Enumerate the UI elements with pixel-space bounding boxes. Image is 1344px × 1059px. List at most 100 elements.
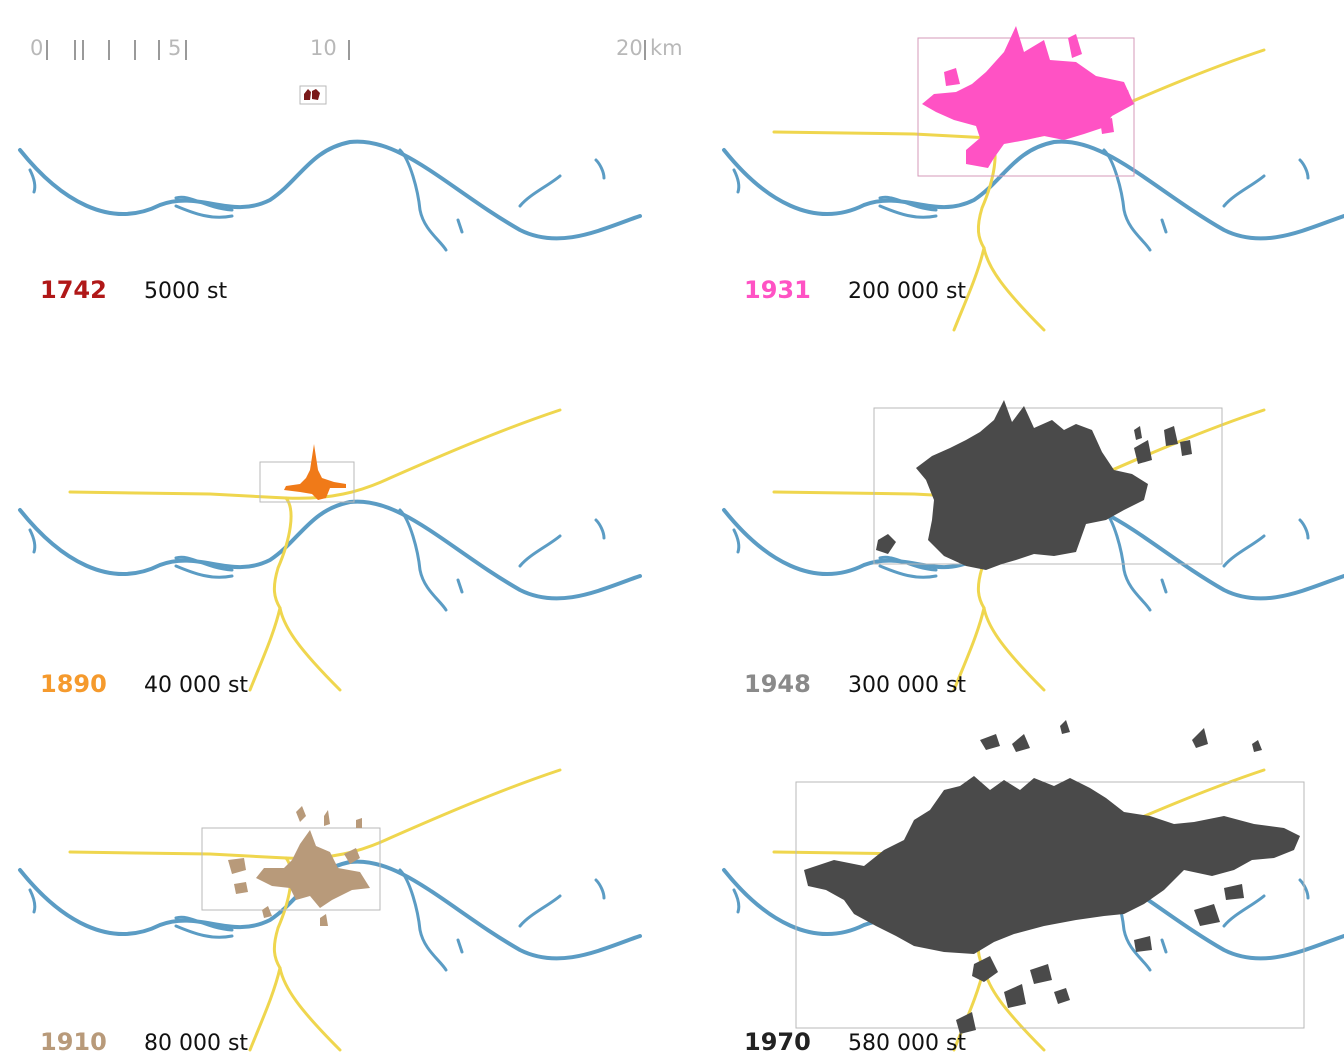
map-panel-1742: 1742 5000 st	[0, 0, 642, 330]
map-line	[18, 139, 642, 241]
map-line	[174, 204, 234, 219]
year-label: 1931	[744, 276, 811, 304]
scale-tick	[158, 40, 160, 60]
settlement-frame	[259, 461, 355, 503]
river	[18, 139, 642, 252]
river	[18, 499, 642, 612]
year-label: 1890	[40, 670, 107, 698]
roads	[68, 408, 562, 692]
map-line	[28, 528, 37, 554]
map-line	[878, 555, 938, 572]
map-line	[594, 878, 606, 900]
map-1910	[18, 768, 642, 1052]
map-line	[1298, 158, 1310, 180]
caption-1970: 1970 580 000 st	[744, 1028, 966, 1056]
scale-label-5: 5	[168, 36, 182, 60]
map-line	[1222, 894, 1266, 928]
map-line	[174, 915, 234, 932]
map-1742	[18, 85, 642, 252]
map-line	[518, 174, 562, 208]
scale-tick	[348, 40, 350, 60]
map-line	[174, 555, 234, 572]
caption-1931: 1931 200 000 st	[744, 276, 966, 304]
caption-1948: 1948 300 000 st	[744, 670, 966, 698]
map-1948	[722, 400, 1344, 692]
map-line	[952, 246, 986, 332]
map-1890	[18, 408, 642, 692]
map-line	[456, 578, 464, 594]
map-line	[28, 888, 37, 914]
map-line	[1160, 218, 1168, 234]
population-label: 580 000 st	[848, 1031, 967, 1056]
caption-1742: 1742 5000 st	[40, 276, 227, 304]
scale-tick	[644, 40, 646, 60]
settlement-frame	[917, 37, 1135, 177]
scale-bar: 0 5 10 20 km	[30, 30, 710, 70]
scale-tick	[108, 40, 110, 60]
settlement-1742	[304, 89, 320, 100]
scale-tick	[74, 40, 76, 60]
river	[722, 139, 1344, 252]
scale-tick	[46, 40, 48, 60]
year-label: 1910	[40, 1028, 107, 1056]
map-line	[594, 518, 606, 540]
map-line	[594, 158, 606, 180]
map-line	[1222, 174, 1266, 208]
map-line	[28, 168, 37, 194]
map-line	[278, 606, 342, 692]
map-line	[1298, 878, 1310, 900]
map-line	[732, 888, 741, 914]
map-line	[732, 168, 741, 194]
map-line	[1102, 148, 1152, 252]
map-line	[248, 966, 282, 1052]
settlement-1910	[228, 806, 370, 926]
map-line	[248, 606, 282, 692]
settlement-1931	[922, 26, 1134, 168]
map-line	[518, 534, 562, 568]
map-line	[456, 218, 464, 234]
year-label: 1948	[744, 670, 811, 698]
caption-1890: 1890 40 000 st	[40, 670, 248, 698]
map-line	[772, 130, 992, 140]
map-line	[174, 195, 234, 212]
map-1931	[722, 26, 1344, 332]
map-panel-1948: 1948 300 000 st	[704, 360, 1344, 698]
map-line	[1222, 534, 1266, 568]
settlement-1948	[876, 400, 1192, 570]
map-line	[878, 564, 938, 579]
map-line	[284, 408, 562, 500]
map-line	[1102, 508, 1152, 612]
population-label: 80 000 st	[144, 1031, 249, 1056]
population-label: 200 000 st	[848, 279, 967, 304]
scale-label-20: 20	[616, 36, 643, 60]
scale-tick	[185, 40, 187, 60]
map-line	[732, 528, 741, 554]
map-line	[174, 924, 234, 939]
scale-label-km: km	[650, 36, 683, 60]
scale-tick	[82, 40, 84, 60]
map-1970	[722, 720, 1344, 1052]
population-label: 300 000 st	[848, 673, 967, 698]
map-line	[952, 606, 986, 692]
map-line	[68, 850, 288, 860]
map-line	[272, 496, 293, 610]
population-label: 40 000 st	[144, 673, 249, 698]
settlement-1970	[804, 776, 1300, 1034]
caption-1910: 1910 80 000 st	[40, 1028, 248, 1056]
map-panel-1890: 1890 40 000 st	[0, 360, 642, 698]
map-line	[1298, 518, 1310, 540]
map-line	[982, 246, 1046, 332]
settlement-frame	[795, 781, 1305, 1029]
settlement-frame	[299, 85, 327, 105]
settlement-1890	[284, 444, 346, 500]
population-label: 5000 st	[144, 279, 228, 304]
map-line	[1160, 938, 1168, 954]
map-line	[518, 894, 562, 928]
map-line	[174, 564, 234, 579]
map-line	[18, 499, 642, 601]
scale-label-10: 10	[310, 36, 337, 60]
map-line	[398, 508, 448, 612]
map-line	[456, 938, 464, 954]
map-line	[722, 139, 1344, 241]
map-line	[278, 966, 342, 1052]
